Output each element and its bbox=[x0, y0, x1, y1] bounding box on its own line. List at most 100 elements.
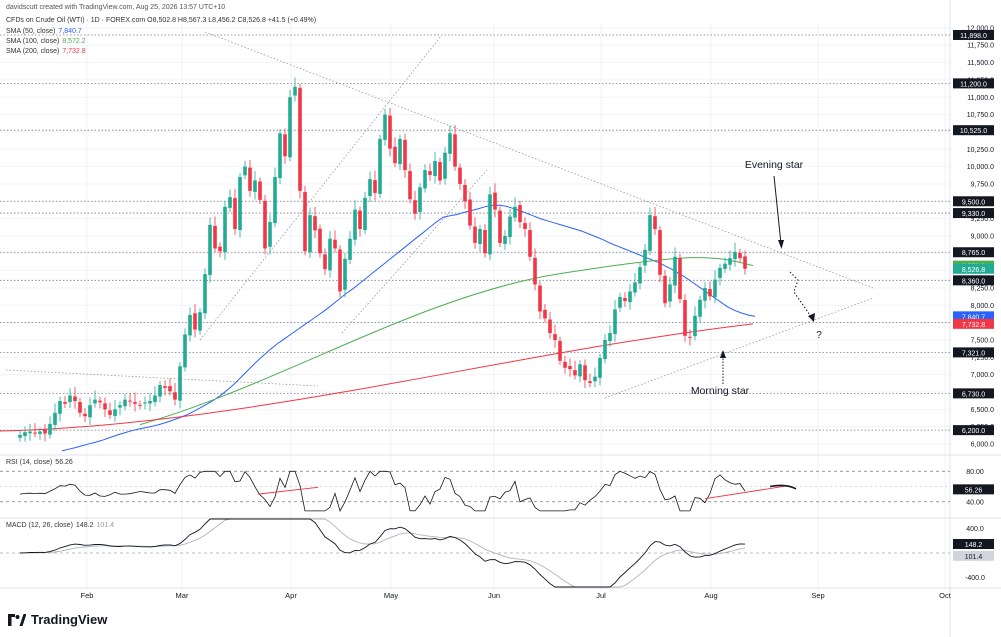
candle-body bbox=[88, 405, 92, 418]
price-tick-label: 11,000.0 bbox=[967, 95, 994, 102]
candle-body bbox=[428, 171, 432, 175]
rsi-legend[interactable]: RSI (14, close) 56.26 bbox=[6, 459, 73, 466]
annotations: Evening star Morning star? bbox=[691, 159, 822, 397]
candle-body bbox=[618, 296, 622, 308]
time-axis[interactable]: Feb Mar Apr May Jun Jul Aug Sep Oct bbox=[81, 591, 952, 600]
price-tick-label: 9,750.0 bbox=[971, 181, 994, 188]
candle-body bbox=[168, 386, 172, 392]
candle-body bbox=[538, 285, 542, 312]
candle-body bbox=[513, 206, 517, 218]
candle-body bbox=[43, 429, 47, 434]
annotation-evening-star-arrowhead bbox=[778, 240, 784, 249]
candle-body bbox=[718, 267, 722, 278]
candle-body bbox=[178, 366, 182, 401]
sma200-legend[interactable]: SMA (200, close) 7,732.8 bbox=[6, 48, 86, 55]
indicator-badge-3 bbox=[953, 318, 994, 329]
candle-body bbox=[453, 134, 457, 167]
indicator-badge-2 bbox=[953, 311, 994, 322]
level-badge-label: 11,200.0 bbox=[960, 81, 987, 88]
candle-body bbox=[473, 226, 477, 243]
level-badge-3 bbox=[953, 196, 994, 207]
candle-body bbox=[668, 284, 672, 302]
candle-body bbox=[33, 432, 37, 434]
candlesticks bbox=[18, 77, 747, 442]
projection-arrowhead bbox=[808, 313, 815, 322]
rsi-trendline-1 bbox=[257, 486, 319, 495]
annotation-evening-star-arrow bbox=[773, 175, 782, 245]
candle-body bbox=[283, 134, 287, 157]
candle-body bbox=[108, 410, 112, 415]
candle-body bbox=[543, 309, 547, 319]
level-badge-label: 8,765.0 bbox=[962, 250, 985, 257]
candle-body bbox=[418, 187, 422, 213]
candle-body bbox=[343, 258, 347, 290]
candle-body bbox=[508, 216, 512, 237]
candle-body bbox=[493, 192, 497, 210]
symbol-legend[interactable]: CFDs on Crude Oil (WTI) · 1D · FOREX.com… bbox=[6, 17, 317, 24]
price-tick-label: 11,750.0 bbox=[967, 43, 994, 50]
level-badge-2 bbox=[953, 125, 994, 136]
level-badge-1 bbox=[953, 78, 994, 89]
candle-body bbox=[703, 287, 707, 301]
price-tick-label: 6,000.0 bbox=[971, 442, 994, 449]
moving-averages bbox=[0, 204, 756, 452]
candle-body bbox=[648, 215, 652, 251]
tradingview-logo[interactable]: TradingView bbox=[8, 612, 107, 627]
candle-body bbox=[558, 341, 562, 361]
sma100-line bbox=[139, 257, 754, 426]
candle-body bbox=[153, 395, 157, 403]
level-badge-8 bbox=[953, 347, 994, 358]
candle-body bbox=[93, 399, 97, 404]
candle-body bbox=[578, 364, 582, 377]
rsi-value: 56.26 bbox=[55, 459, 73, 466]
candle-body bbox=[198, 312, 202, 331]
candle-body bbox=[73, 396, 77, 402]
trendline-4 bbox=[604, 297, 874, 399]
candle-body bbox=[18, 434, 22, 438]
candle-body bbox=[638, 267, 642, 284]
candle-body bbox=[203, 274, 207, 314]
candle-body bbox=[103, 403, 107, 410]
candle-body bbox=[698, 299, 702, 317]
price-tick-label: 12,000.0 bbox=[967, 25, 994, 32]
candle-body bbox=[438, 162, 442, 181]
sma50-legend[interactable]: SMA (50, close) 7,840.7 bbox=[6, 28, 82, 35]
level-badge-6 bbox=[953, 275, 994, 286]
macd-value-badge bbox=[953, 539, 994, 550]
candle-body bbox=[373, 180, 377, 193]
candle-body bbox=[138, 404, 142, 406]
indicator-badge-label: 7,840.7 bbox=[962, 314, 985, 321]
trendlines[interactable] bbox=[5, 31, 874, 399]
candle-body bbox=[478, 229, 482, 244]
macd-value-badge-label: 148.2 bbox=[965, 542, 983, 549]
macd-signal-line bbox=[20, 518, 746, 588]
candle-body bbox=[673, 256, 677, 286]
price-tick-label: 8,000.0 bbox=[971, 303, 994, 310]
candle-body bbox=[263, 200, 267, 249]
candle-body bbox=[363, 197, 367, 231]
rsi-value-badge bbox=[953, 484, 994, 495]
level-badge-label: 6,200.0 bbox=[962, 428, 985, 435]
candle-body bbox=[468, 199, 472, 226]
sma100-legend[interactable]: SMA (100, close) 8,572.2 bbox=[6, 38, 86, 45]
candle-body bbox=[173, 392, 177, 400]
candle-body bbox=[728, 258, 732, 265]
trendline-3 bbox=[341, 169, 488, 334]
price-tick-label: 7,250.0 bbox=[971, 355, 994, 362]
level-badge-10 bbox=[953, 425, 994, 436]
rsi-value-badge-label: 56.26 bbox=[965, 487, 983, 494]
macd-line bbox=[19, 518, 746, 588]
horizontal-levels bbox=[0, 34, 950, 431]
candle-body bbox=[448, 133, 452, 154]
candle-body bbox=[523, 223, 527, 230]
candle-body bbox=[643, 249, 647, 266]
price-axis[interactable]: 6,000.06,250.06,500.06,750.07,000.07,250… bbox=[953, 25, 994, 449]
candle-body bbox=[398, 138, 402, 165]
candle-body bbox=[183, 334, 187, 368]
macd-legend[interactable]: MACD (12, 26, close) 148.2 101.4 bbox=[6, 522, 114, 529]
candle-body bbox=[598, 358, 602, 378]
time-tick-label: Aug bbox=[704, 591, 717, 600]
candle-body bbox=[433, 161, 437, 176]
